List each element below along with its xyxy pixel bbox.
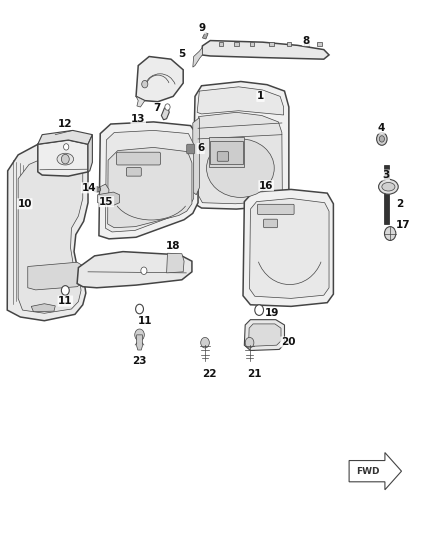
Bar: [210, 141, 243, 165]
Bar: [384, 165, 389, 224]
FancyBboxPatch shape: [127, 167, 141, 176]
Polygon shape: [193, 82, 289, 209]
Bar: [317, 42, 321, 46]
Polygon shape: [198, 112, 283, 204]
Bar: [234, 42, 239, 46]
Polygon shape: [99, 122, 198, 239]
FancyBboxPatch shape: [217, 152, 229, 161]
Circle shape: [201, 337, 209, 348]
Text: 8: 8: [303, 36, 310, 45]
Text: 14: 14: [81, 183, 96, 193]
Circle shape: [136, 304, 144, 314]
Text: 12: 12: [58, 119, 73, 129]
Circle shape: [379, 136, 385, 142]
Polygon shape: [249, 324, 281, 346]
Text: 23: 23: [132, 356, 147, 366]
Circle shape: [61, 155, 69, 164]
Circle shape: [61, 141, 71, 154]
Circle shape: [142, 80, 148, 88]
Polygon shape: [166, 253, 184, 273]
Text: 18: 18: [166, 241, 180, 251]
Polygon shape: [161, 107, 169, 120]
Polygon shape: [250, 198, 329, 298]
Text: 17: 17: [396, 220, 410, 230]
Polygon shape: [7, 139, 88, 321]
Bar: [250, 42, 254, 46]
Polygon shape: [38, 131, 92, 144]
Polygon shape: [98, 192, 120, 205]
Circle shape: [61, 286, 69, 295]
Ellipse shape: [207, 139, 274, 197]
Bar: [219, 42, 223, 46]
Text: 2: 2: [396, 199, 403, 209]
Text: 13: 13: [131, 114, 145, 124]
Text: 22: 22: [202, 369, 217, 379]
Polygon shape: [193, 47, 202, 67]
Text: FWD: FWD: [357, 467, 380, 475]
Polygon shape: [77, 252, 192, 288]
Circle shape: [377, 133, 387, 146]
Bar: [269, 42, 274, 46]
Polygon shape: [136, 56, 183, 102]
FancyBboxPatch shape: [264, 219, 278, 228]
Polygon shape: [201, 41, 329, 59]
Polygon shape: [193, 118, 199, 195]
FancyBboxPatch shape: [117, 152, 160, 165]
Polygon shape: [38, 140, 88, 176]
Circle shape: [385, 227, 396, 240]
Bar: [287, 42, 291, 46]
Text: 16: 16: [259, 181, 273, 191]
Text: 21: 21: [247, 369, 261, 379]
Text: 6: 6: [197, 143, 204, 154]
Polygon shape: [202, 33, 208, 39]
Text: 11: 11: [58, 296, 73, 306]
Circle shape: [64, 144, 69, 150]
Bar: [304, 42, 308, 46]
Text: 4: 4: [378, 123, 385, 133]
Polygon shape: [108, 148, 192, 228]
Polygon shape: [106, 131, 194, 232]
Text: 19: 19: [265, 308, 279, 318]
Ellipse shape: [382, 182, 395, 191]
Polygon shape: [137, 335, 142, 350]
Circle shape: [165, 104, 170, 110]
Polygon shape: [88, 135, 92, 172]
Polygon shape: [349, 453, 402, 490]
FancyBboxPatch shape: [258, 204, 294, 214]
Text: 20: 20: [281, 337, 295, 347]
Polygon shape: [99, 184, 109, 204]
Text: 15: 15: [99, 197, 113, 207]
Circle shape: [135, 329, 145, 341]
Circle shape: [255, 305, 264, 316]
Ellipse shape: [93, 187, 101, 192]
Text: 1: 1: [257, 91, 264, 101]
Circle shape: [141, 267, 147, 274]
Polygon shape: [28, 262, 86, 290]
Bar: [208, 138, 244, 166]
Polygon shape: [136, 96, 145, 107]
Text: 11: 11: [138, 316, 152, 326]
Ellipse shape: [378, 179, 398, 194]
Circle shape: [245, 337, 254, 348]
Ellipse shape: [57, 154, 74, 165]
Polygon shape: [243, 189, 333, 306]
FancyBboxPatch shape: [187, 144, 194, 154]
Text: 10: 10: [18, 199, 32, 209]
Text: 9: 9: [199, 23, 206, 34]
Polygon shape: [31, 304, 55, 312]
Polygon shape: [244, 320, 285, 351]
Text: 3: 3: [382, 170, 389, 180]
Polygon shape: [18, 154, 83, 313]
Text: 5: 5: [178, 49, 186, 59]
Text: 7: 7: [153, 103, 161, 113]
Polygon shape: [197, 87, 284, 115]
